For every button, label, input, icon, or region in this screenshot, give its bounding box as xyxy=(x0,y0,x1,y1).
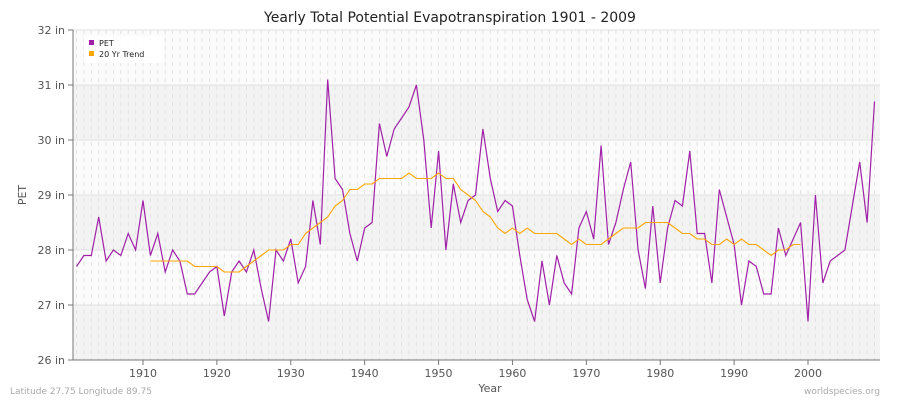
legend-label-pet: PET xyxy=(99,39,114,48)
y-tick-label: 29 in xyxy=(37,189,65,202)
x-tick-label: 1960 xyxy=(498,367,526,380)
x-tick-label: 2000 xyxy=(794,367,822,380)
y-tick-label: 27 in xyxy=(37,299,65,312)
y-tick-label: 32 in xyxy=(37,24,65,37)
chart-title: Yearly Total Potential Evapotranspiratio… xyxy=(263,10,636,26)
x-axis-label: Year xyxy=(477,382,502,395)
x-tick-label: 1990 xyxy=(720,367,748,380)
x-tick-label: 1970 xyxy=(572,367,600,380)
y-tick-label: 28 in xyxy=(37,244,65,257)
y-tick-label: 30 in xyxy=(37,134,65,147)
y-tick-label: 26 in xyxy=(37,354,65,367)
grid-band xyxy=(73,305,880,360)
grid-band xyxy=(73,30,880,85)
x-tick-label: 1950 xyxy=(425,367,453,380)
x-tick-label: 1920 xyxy=(203,367,231,380)
grid-band xyxy=(73,85,880,140)
trend-series-line xyxy=(150,172,801,273)
y-axis-label: PET xyxy=(16,185,29,206)
legend-swatch-pet xyxy=(89,40,94,45)
pet-series-line xyxy=(76,79,876,322)
x-tick-label: 1910 xyxy=(129,367,157,380)
grid-band xyxy=(73,250,880,305)
x-tick-label: 1930 xyxy=(277,367,305,380)
legend-swatch-trend xyxy=(89,51,94,56)
x-tick-label: 1980 xyxy=(646,367,674,380)
legend-label-trend: 20 Yr Trend xyxy=(99,50,144,59)
legend: PET 20 Yr Trend xyxy=(84,36,164,63)
footer-source: worldspecies.org xyxy=(804,387,880,397)
y-tick-label: 31 in xyxy=(37,79,65,92)
footer-location: Latitude 27.75 Longitude 89.75 xyxy=(10,387,152,397)
x-tick-label: 1940 xyxy=(351,367,379,380)
grid-band xyxy=(73,195,880,250)
